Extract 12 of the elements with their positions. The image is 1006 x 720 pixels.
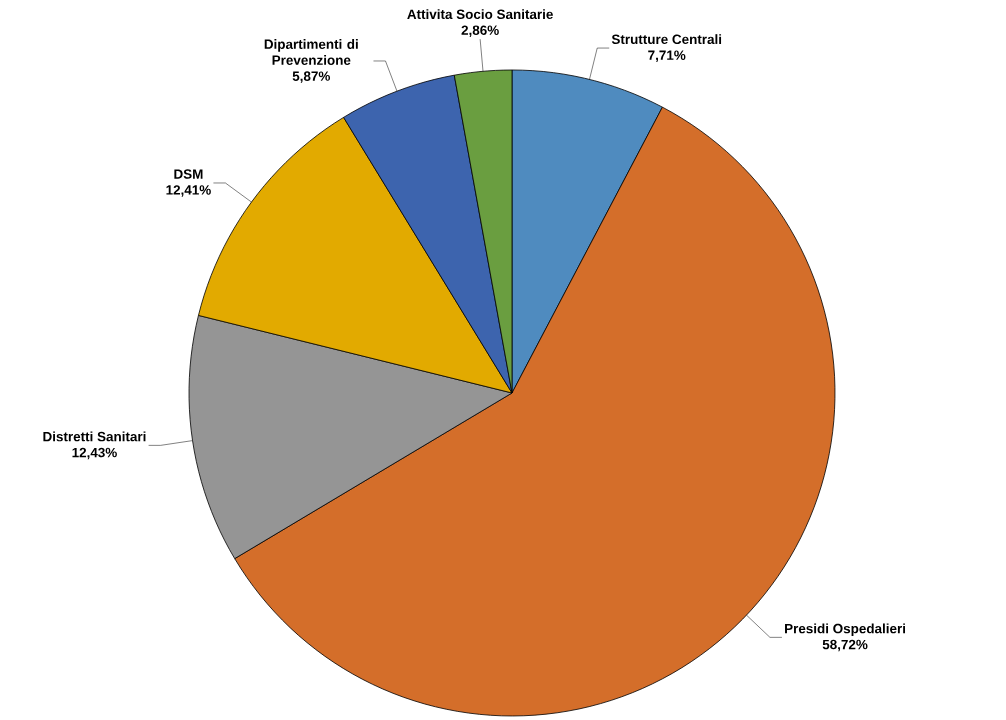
- data-label: 12,43%: [72, 447, 117, 460]
- slice-label: Presidi Ospedalieri: [785, 623, 906, 636]
- data-label: 58,72%: [822, 639, 868, 652]
- slice-label: Dipartimenti di Prevenzione: [264, 39, 358, 65]
- data-label: 12,41%: [166, 185, 211, 197]
- slice-label: Strutture Centrali: [611, 34, 722, 45]
- data-label: 2,86%: [461, 25, 499, 37]
- data-label: 5,87%: [292, 71, 330, 83]
- slice-label: Distretti Sanitari: [43, 431, 146, 442]
- slice-label: Attivita Socio Sanitarie: [407, 9, 553, 20]
- data-label: 7,71%: [648, 50, 686, 62]
- slice-label: DSM: [174, 169, 203, 179]
